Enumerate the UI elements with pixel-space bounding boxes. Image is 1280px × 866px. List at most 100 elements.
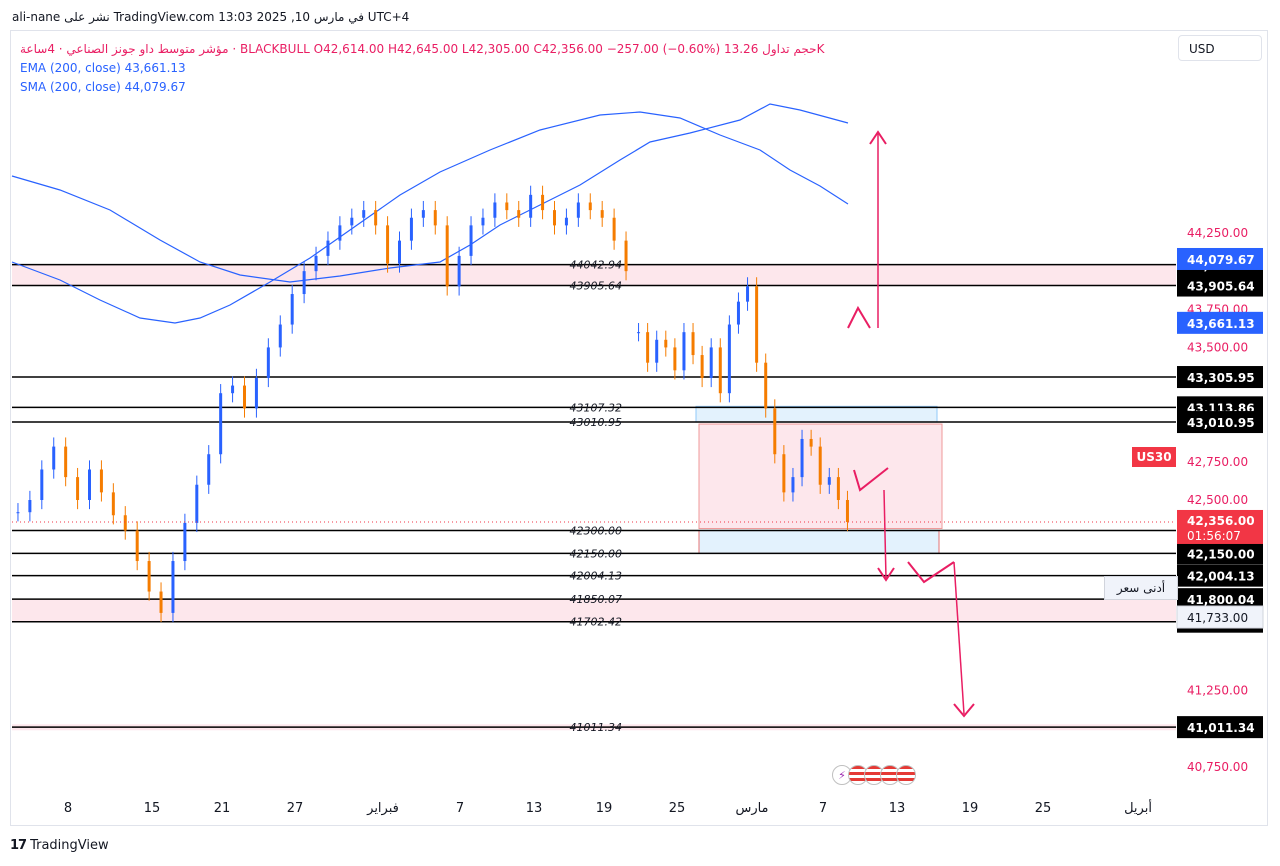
level-price-tag-bg — [1177, 542, 1263, 565]
candle-body — [809, 438, 813, 447]
candle-body — [818, 446, 822, 485]
candle-body — [646, 332, 650, 363]
candle-body — [469, 225, 473, 256]
price-tick-label: 41,250.00 — [1187, 684, 1248, 698]
candle-body — [736, 301, 740, 325]
level-label: 43107.32 — [570, 401, 623, 414]
level-label: 41011.34 — [570, 721, 623, 734]
candle-body — [433, 210, 437, 226]
candle-body — [111, 492, 115, 516]
candle-body — [183, 522, 187, 562]
candle-body — [612, 217, 616, 241]
candle-body — [673, 347, 677, 371]
price-tick-label: 42,750.00 — [1187, 455, 1248, 469]
down-projection-arrow — [953, 561, 965, 715]
candle-body — [99, 469, 103, 493]
candle-body — [505, 202, 509, 211]
level-label: 44042.94 — [570, 259, 623, 272]
ema-legend[interactable]: EMA (200, close) 43,661.13 — [20, 59, 824, 78]
down-projection-arrow — [907, 561, 955, 584]
level-price-tag: 41,800.04 — [1187, 593, 1255, 607]
candle-body — [195, 484, 199, 523]
time-tick-label: فبراير — [366, 801, 399, 816]
candle-body — [409, 217, 413, 241]
candle-body — [655, 339, 659, 363]
countdown-label: 01:56:07 — [1187, 529, 1241, 543]
level-price-tag: 42,004.13 — [1187, 570, 1255, 584]
candle-body — [88, 469, 91, 500]
up-projection-arrow — [847, 305, 871, 329]
candle-body — [350, 217, 354, 226]
level-label: 41850.07 — [570, 593, 623, 606]
blue-box-bottom — [698, 530, 940, 554]
candle-body — [836, 477, 840, 500]
candle-body — [529, 194, 533, 218]
currency-selector[interactable]: USD — [1178, 35, 1262, 61]
candle-body — [827, 477, 831, 485]
level-price-tag: 42,150.00 — [1187, 547, 1255, 561]
candle-body — [278, 324, 282, 348]
time-tick-label: 21 — [214, 801, 231, 816]
time-tick-label: 8 — [64, 801, 72, 816]
candle-body — [800, 438, 804, 478]
level-label: 41702.42 — [570, 616, 623, 629]
level-label: 42150.00 — [570, 547, 623, 560]
level-label: 43010.95 — [570, 416, 623, 429]
level-price-tag-bg — [1177, 274, 1263, 297]
candle-body — [374, 210, 378, 226]
candle-body — [600, 210, 604, 218]
candle-body — [664, 339, 668, 348]
candle-body — [746, 286, 750, 302]
candle-body — [718, 347, 722, 394]
candle-body — [76, 477, 80, 500]
time-tick-label: 13 — [889, 801, 906, 816]
candle-body — [16, 512, 20, 514]
candle-body — [564, 217, 568, 226]
candle-body — [727, 324, 731, 394]
candle-body — [576, 202, 580, 218]
candle-body — [493, 202, 497, 218]
low-price-tag-bg — [1176, 605, 1264, 629]
down-projection-arrow — [883, 489, 887, 579]
ma-price-tag: 43,661.13 — [1187, 317, 1255, 331]
candle-body — [624, 240, 628, 272]
candle-body — [445, 225, 449, 287]
arrow-head-icon — [877, 567, 895, 582]
sma-line — [11, 103, 849, 283]
level-price-tag-bg — [1177, 411, 1263, 434]
time-tick-label: 7 — [456, 801, 464, 816]
time-tick-label: 7 — [819, 801, 827, 816]
sma-label: SMA (200, close) — [20, 80, 121, 94]
level-price-tag-bg — [1177, 716, 1263, 739]
ma-price-tag-bg — [1177, 247, 1263, 270]
candle-body — [845, 500, 849, 522]
us-flag-icon[interactable] — [896, 765, 916, 785]
footer-brand[interactable]: 17 TradingView — [10, 838, 109, 853]
level-price-tag-bg — [1177, 564, 1263, 587]
candle-body — [219, 393, 223, 455]
price-tick-label: 40,750.00 — [1187, 760, 1248, 774]
time-tick-label: مارس — [735, 801, 768, 816]
brand-name: TradingView — [30, 838, 109, 853]
ema-label: EMA (200, close) — [20, 61, 121, 75]
level-label: 43905.64 — [570, 280, 623, 293]
candle-body — [326, 240, 330, 256]
blue-box-top — [695, 405, 938, 423]
candle-body — [314, 255, 318, 272]
chart-legend: مؤشر متوسط داو جونز الصناعي · 4ساعة · BL… — [20, 40, 824, 97]
time-tick-label: أبريل — [1124, 799, 1152, 816]
events-icons[interactable]: ⚡ — [832, 765, 916, 785]
down-projection-arrow — [853, 467, 889, 492]
candle-body — [147, 561, 151, 592]
support-zone — [12, 599, 1176, 622]
candle-body — [755, 286, 759, 363]
symbol-title[interactable]: مؤشر متوسط داو جونز الصناعي · 4ساعة · BL… — [20, 40, 824, 59]
sma-legend[interactable]: SMA (200, close) 44,079.67 — [20, 78, 824, 97]
time-tick-label: 25 — [669, 801, 686, 816]
candle-body — [386, 225, 390, 264]
candle-body — [791, 477, 795, 493]
symbol-badge: US30 — [1132, 447, 1176, 467]
arrow-head-icon — [953, 703, 975, 718]
candle-body — [159, 591, 163, 613]
